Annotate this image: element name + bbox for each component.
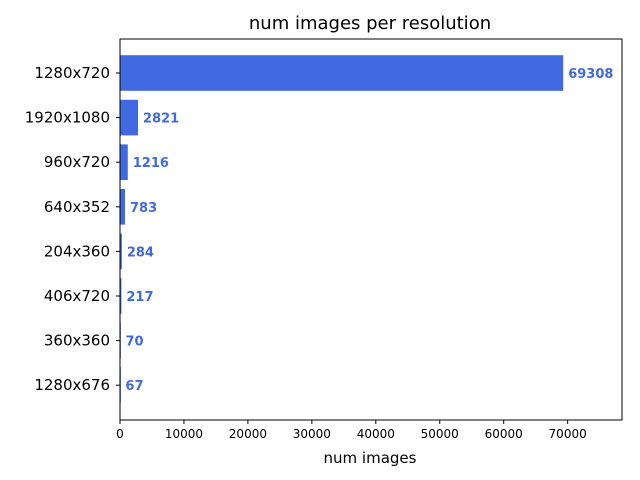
x-tick-label-0: 0 — [116, 427, 124, 441]
x-tick-label-30000: 30000 — [293, 427, 331, 441]
x-tick-label-70000: 70000 — [549, 427, 587, 441]
y-tick-label-640x352: 640x352 — [44, 198, 110, 216]
y-tick-label-406x720: 406x720 — [44, 287, 110, 305]
y-tick-label-1280x720: 1280x720 — [34, 64, 110, 82]
data-label-406x720: 217 — [126, 290, 153, 305]
x-tick-label-20000: 20000 — [229, 427, 267, 441]
data-label-1920x1080: 2821 — [143, 112, 179, 127]
bar-204x360 — [120, 233, 122, 270]
x-axis-label: num images — [324, 449, 417, 467]
data-label-1280x676: 67 — [125, 379, 143, 394]
bar-1280x720 — [120, 55, 564, 91]
bar-640x352 — [120, 189, 126, 225]
x-tick-label-50000: 50000 — [421, 427, 459, 441]
y-tick-label-204x360: 204x360 — [44, 242, 110, 260]
chart-title: num images per resolution — [249, 13, 491, 34]
bar-1920x1080 — [120, 99, 139, 136]
y-tick-label-1280x676: 1280x676 — [34, 376, 110, 394]
y-tick-label-360x360: 360x360 — [44, 332, 110, 350]
data-label-360x360: 70 — [125, 335, 143, 350]
x-tick-label-40000: 40000 — [357, 427, 395, 441]
axes-frame — [119, 38, 623, 421]
y-tick-label-960x720: 960x720 — [44, 153, 110, 171]
plot-area: 69308 1280x720 2821 1920x1080 1216 960x720 783… — [25, 38, 623, 441]
data-label-1280x720: 69308 — [568, 67, 613, 82]
data-label-640x352: 783 — [130, 201, 157, 216]
y-tick-label-1920x1080: 1920x1080 — [25, 109, 110, 127]
x-tick-label-10000: 10000 — [165, 427, 203, 441]
data-label-204x360: 284 — [127, 245, 154, 260]
data-label-960x720: 1216 — [133, 156, 169, 171]
x-tick-label-60000: 60000 — [485, 427, 523, 441]
bar-960x720 — [120, 144, 128, 180]
bar-406x720 — [120, 278, 122, 314]
